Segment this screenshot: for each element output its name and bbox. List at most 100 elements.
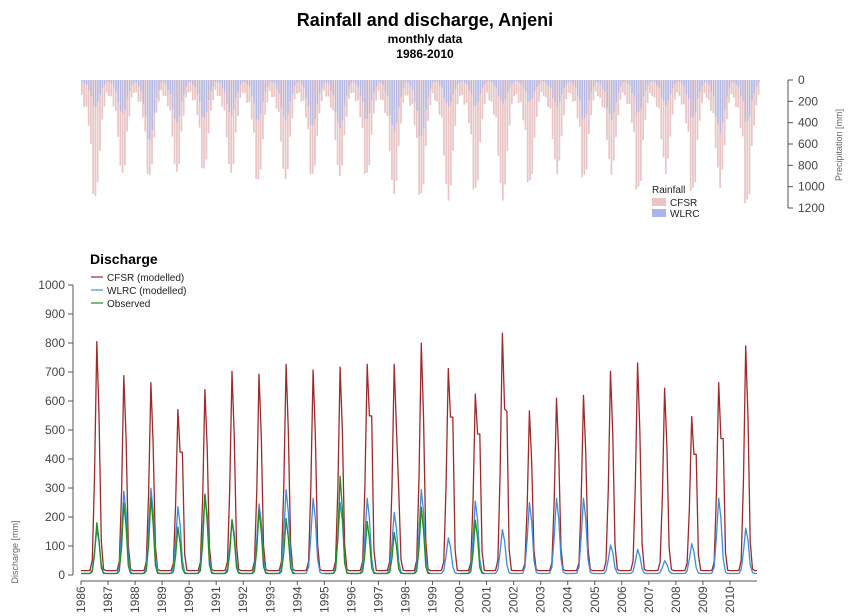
rain-bar-cfsr (454, 80, 457, 126)
rain-bar-wlrc (99, 80, 101, 95)
rain-bar-cfsr (117, 80, 119, 137)
rain-bar-cfsr (411, 80, 414, 105)
rain-bar-cfsr (397, 80, 400, 147)
rain-bar-wlrc (205, 80, 208, 112)
rain-bar-cfsr (658, 80, 660, 109)
rain-bar-wlrc (97, 80, 99, 103)
rain-bar-cfsr (194, 80, 196, 100)
rain-bar-wlrc (230, 80, 233, 116)
rain-bar-wlrc (237, 80, 239, 92)
rain-bar-wlrc (631, 80, 633, 93)
rain-bar-cfsr (554, 80, 556, 160)
rain-bar-wlrc (393, 80, 396, 132)
rain-bar-cfsr (207, 80, 210, 134)
rain-bar-cfsr (726, 80, 728, 120)
rain-bar-cfsr (126, 80, 128, 132)
rain-bar-wlrc (203, 80, 206, 118)
rain-bar-cfsr (574, 80, 577, 101)
discharge-x-tick-label: 1992 (236, 586, 250, 613)
rain-bar-wlrc (224, 80, 226, 92)
rain-bar-wlrc (563, 80, 565, 89)
discharge-x-tick-label: 1998 (398, 586, 412, 613)
rain-bar-wlrc (147, 80, 149, 139)
rain-bar-wlrc (425, 80, 427, 110)
rain-bar-wlrc (595, 80, 597, 82)
rain-bar-wlrc (604, 80, 606, 93)
rain-bar-wlrc (285, 80, 287, 121)
rain-bar-wlrc (301, 80, 303, 86)
rain-bar-cfsr (660, 80, 663, 140)
rain-bar-cfsr (452, 80, 454, 151)
rain-bar-wlrc (248, 80, 251, 88)
rain-bar-cfsr (320, 80, 323, 102)
rain-bar-cfsr (549, 80, 552, 109)
rain-bar-cfsr (567, 80, 570, 93)
rain-bar-cfsr (445, 80, 448, 185)
discharge-x-tick-label: 1997 (371, 586, 385, 613)
rain-bar-cfsr (531, 80, 534, 174)
rain-bar-cfsr (477, 80, 479, 181)
rain-bar-cfsr (157, 80, 160, 102)
rain-bar-cfsr (436, 80, 439, 102)
rain-bar-cfsr (696, 80, 699, 141)
rain-bar-wlrc (409, 80, 411, 87)
rain-bar-wlrc (337, 80, 339, 123)
rain-bar-wlrc (552, 80, 554, 99)
rain-bar-cfsr (583, 80, 586, 175)
discharge-x-tick-label: 1995 (317, 586, 331, 613)
rain-bar-cfsr (721, 80, 724, 170)
rain-bar-wlrc (529, 80, 531, 102)
rain-bar-wlrc (310, 80, 312, 125)
rain-bar-cfsr (468, 80, 470, 124)
rain-bar-wlrc (450, 80, 452, 102)
rain-bar-wlrc (269, 80, 271, 82)
rain-bar-wlrc (323, 80, 325, 83)
rain-bar-cfsr (384, 80, 386, 113)
rain-bar-wlrc (83, 80, 86, 84)
rain-bar-wlrc (534, 80, 536, 92)
rain-bar-cfsr (112, 80, 115, 107)
discharge-title: Discharge (90, 251, 158, 267)
rain-bar-cfsr (225, 80, 228, 138)
rain-bar-wlrc (694, 80, 697, 113)
rain-bar-cfsr (314, 80, 316, 166)
rain-bar-wlrc (400, 80, 402, 97)
rain-bar-wlrc (475, 80, 477, 106)
rain-bar-wlrc (565, 80, 568, 85)
rain-bar-wlrc (296, 80, 298, 83)
rain-bar-cfsr (458, 80, 461, 97)
rain-bar-wlrc (638, 80, 640, 112)
rain-bar-cfsr (377, 80, 380, 91)
rain-bar-wlrc (688, 80, 690, 99)
rain-bar-cfsr (676, 80, 678, 93)
rain-bar-cfsr (361, 80, 364, 129)
rain-bar-cfsr (703, 80, 706, 94)
rain-bar-cfsr (748, 80, 751, 195)
discharge-x-tick-label: 1990 (182, 586, 196, 613)
rain-bar-wlrc (690, 80, 692, 118)
precip-tick-label: 0 (798, 73, 805, 87)
rain-bar-wlrc (470, 80, 473, 95)
rain-bar-wlrc (629, 80, 631, 86)
rain-bar-wlrc (119, 80, 122, 112)
rain-bar-wlrc (140, 80, 142, 91)
rain-bar-wlrc (737, 80, 740, 88)
rain-bar-wlrc (373, 80, 375, 92)
rain-bar-cfsr (368, 80, 371, 166)
precipitation-axis-label: Precipitation [mm] (834, 109, 844, 181)
rain-bar-cfsr (683, 80, 685, 105)
rain-bar-wlrc (436, 80, 439, 83)
rain-bar-wlrc (226, 80, 228, 104)
rain-bar-wlrc (678, 80, 681, 82)
rain-bar-wlrc (321, 80, 323, 88)
rain-bar-cfsr (386, 80, 389, 116)
chart-title: Rainfall and discharge, Anjeni (297, 10, 553, 30)
rain-bar-cfsr (393, 80, 396, 195)
rain-bar-wlrc (611, 80, 613, 121)
rain-bar-wlrc (316, 80, 319, 105)
rain-bar-cfsr (200, 80, 203, 168)
rain-bar-wlrc (128, 80, 131, 92)
rain-bar-wlrc (740, 80, 742, 97)
rain-bar-cfsr (114, 80, 117, 112)
discharge-x-tick-label: 1993 (263, 586, 277, 613)
